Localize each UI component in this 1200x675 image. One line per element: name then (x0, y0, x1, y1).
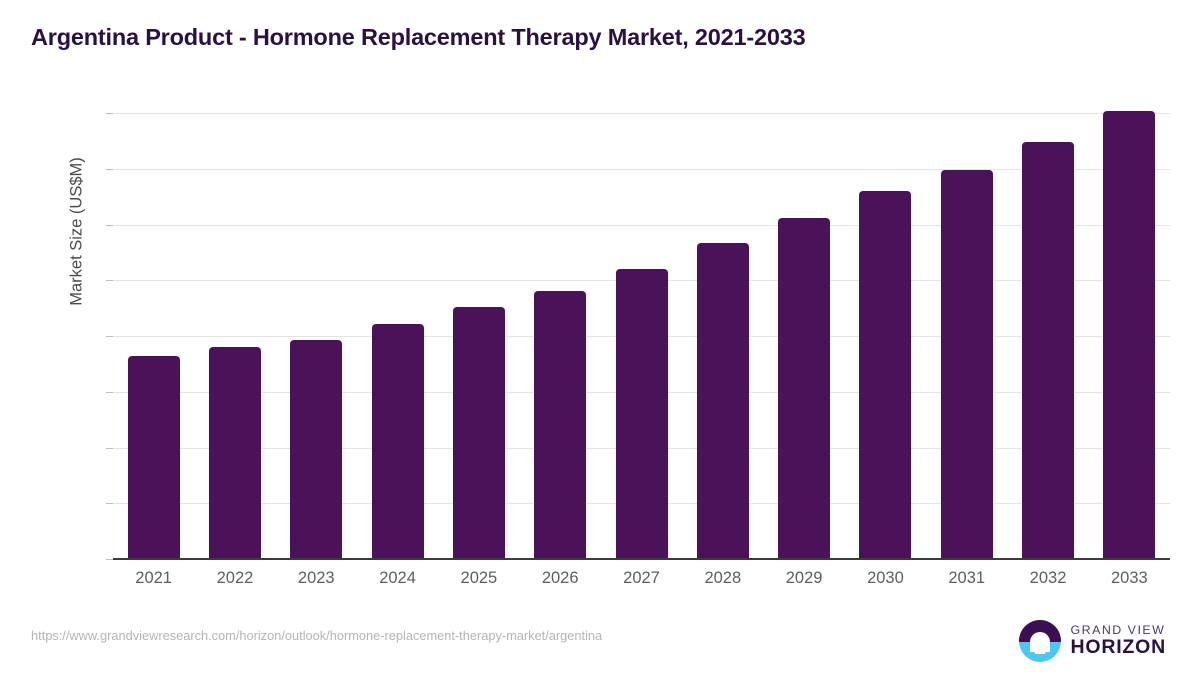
y-tick-mark (106, 336, 113, 337)
x-tick-label: 2030 (867, 569, 904, 587)
bar[interactable] (534, 291, 587, 559)
brand-line-1: GRAND VIEW (1070, 623, 1166, 638)
bar[interactable] (371, 323, 424, 559)
horizon-sun-icon (1019, 620, 1062, 662)
x-tick-label: 2021 (135, 569, 172, 587)
bar[interactable] (208, 347, 261, 559)
source-url[interactable]: https://www.grandviewresearch.com/horizo… (31, 628, 603, 643)
y-axis-title: Market Size (US$M) (67, 157, 86, 306)
x-tick-label: 2022 (216, 569, 254, 587)
y-tick-mark (106, 113, 113, 114)
bar[interactable] (290, 340, 343, 559)
bar[interactable] (859, 191, 912, 559)
bar[interactable] (615, 269, 668, 559)
x-axis-line (113, 558, 1170, 560)
page-title: Argentina Product - Hormone Replacement … (31, 24, 806, 50)
gridline (113, 168, 1170, 170)
y-tick-mark (106, 391, 113, 393)
gridline (113, 113, 1170, 114)
bar[interactable] (696, 243, 749, 559)
x-tick-label: 2031 (948, 569, 986, 587)
brand-line-2: HORIZON (1070, 636, 1166, 659)
bar[interactable] (778, 217, 831, 559)
x-tick-label: 2028 (704, 569, 742, 587)
y-tick-mark (106, 503, 113, 505)
y-tick-mark (106, 224, 113, 226)
y-tick-mark (106, 168, 113, 170)
bar[interactable] (1022, 142, 1075, 559)
x-tick-label: 2025 (460, 569, 498, 587)
x-tick-label: 2029 (785, 569, 823, 587)
plot-area: 0255075100125150175200 (106, 110, 1170, 560)
bar[interactable] (940, 169, 993, 559)
x-tick-label: 2033 (1110, 569, 1148, 587)
x-tick-label: 2027 (623, 569, 660, 587)
x-tick-label: 2024 (379, 569, 416, 587)
gridline (113, 224, 1170, 226)
x-tick-label: 2032 (1029, 569, 1067, 587)
bar[interactable] (452, 307, 505, 559)
y-tick-mark (106, 559, 113, 560)
brand-logo-text: GRAND VIEW HORIZON (1070, 623, 1166, 659)
bar[interactable] (127, 356, 180, 559)
y-tick-mark (106, 280, 113, 282)
bar[interactable] (1103, 110, 1156, 559)
brand-logo[interactable]: GRAND VIEW HORIZON (1019, 620, 1166, 662)
x-tick-label: 2023 (297, 569, 335, 587)
x-tick-label: 2026 (541, 569, 579, 587)
y-tick-mark (106, 447, 113, 449)
